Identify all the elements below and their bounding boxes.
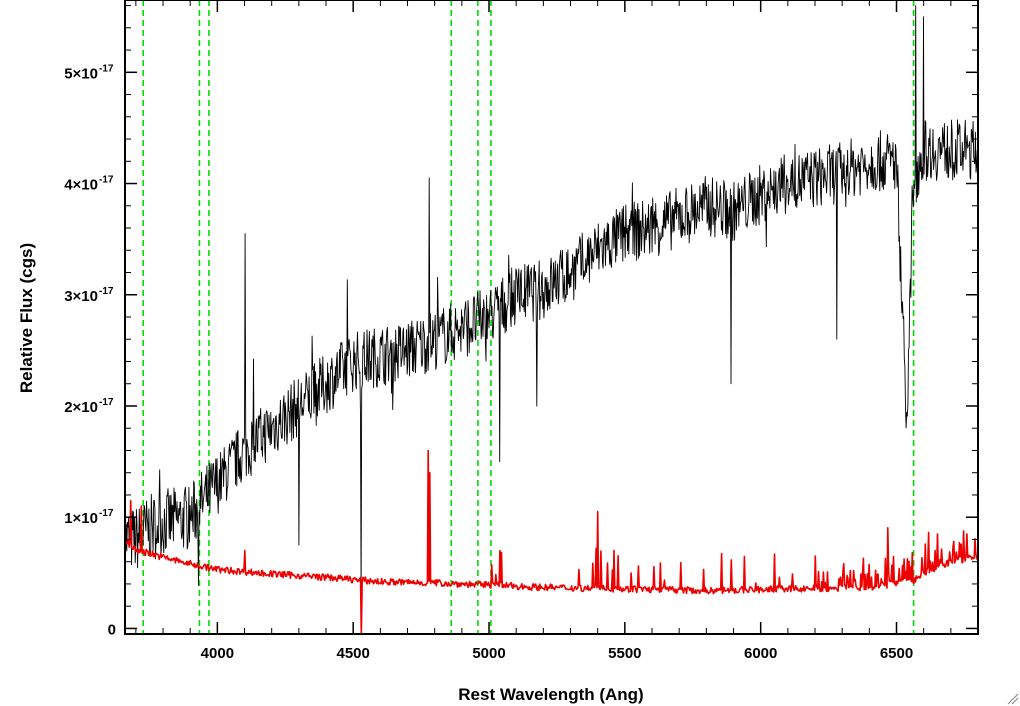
y-tick-exponent: -17 <box>99 286 114 297</box>
y-tick-exponent: -17 <box>99 175 114 186</box>
y-tick-exponent: -17 <box>99 397 114 408</box>
tick-marks <box>125 0 979 634</box>
x-tick-label: 4500 <box>337 645 370 662</box>
x-tick-label: 5000 <box>472 645 505 662</box>
y-tick-label: 4×10 <box>64 177 98 194</box>
y-tick-exponent: -17 <box>99 508 114 519</box>
y-tick-label: 3×10 <box>64 288 98 305</box>
y-axis-title: Relative Flux (cgs) <box>17 243 36 393</box>
flux-spectrum-line <box>124 5 979 602</box>
x-tick-label: 6500 <box>880 645 913 662</box>
resize-grip-icon[interactable] <box>1007 693 1019 705</box>
y-tick-label: 0 <box>108 621 116 638</box>
line-markers <box>142 0 915 634</box>
spectrum-series <box>124 5 979 635</box>
error-spectrum-line <box>124 449 979 635</box>
x-axis-title: Rest Wavelength (Ang) <box>458 685 643 704</box>
y-tick-label: 2×10 <box>64 399 98 416</box>
x-tick-label: 5500 <box>608 645 641 662</box>
y-tick-label: 5×10 <box>64 65 98 82</box>
y-tick-exponent: -17 <box>99 63 114 74</box>
y-tick-label: 1×10 <box>64 510 98 527</box>
x-tick-label: 6000 <box>744 645 777 662</box>
x-tick-label: 4000 <box>201 645 234 662</box>
